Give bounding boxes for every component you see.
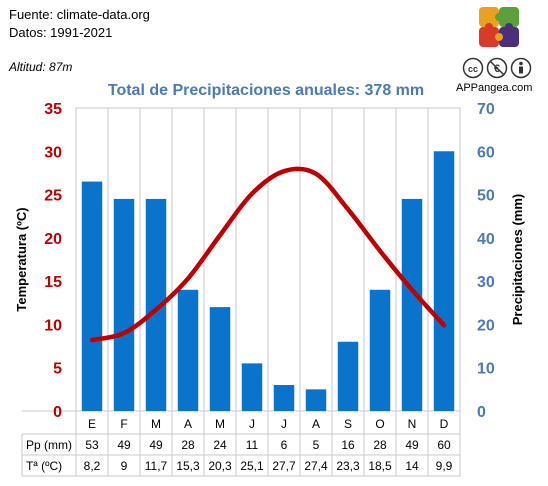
month-label: E — [88, 417, 96, 431]
left-tick-label: 35 — [44, 101, 62, 118]
noncommercial-icon: € — [486, 57, 508, 79]
table-cell: 23,3 — [336, 459, 360, 473]
precipitation-bar — [81, 181, 103, 411]
attribution-icon — [510, 57, 532, 79]
table-row-label: Pp (mm) — [26, 438, 72, 452]
month-label: A — [184, 417, 192, 431]
table-cell: 15,3 — [176, 459, 200, 473]
month-label: F — [120, 417, 127, 431]
table-cell: 9 — [121, 459, 128, 473]
table-cell: 24 — [213, 438, 227, 452]
altitude-text: Altitud: 87m — [9, 60, 73, 74]
month-label: A — [312, 417, 320, 431]
table-row-label: Tª (ºC) — [26, 459, 62, 473]
table-cell: 14 — [405, 459, 419, 473]
table-cell: 25,1 — [240, 459, 264, 473]
left-tick-label: 10 — [44, 317, 62, 334]
plot-frame — [75, 107, 461, 412]
source-text: Fuente: climate-data.org — [9, 7, 150, 22]
table-cell: 6 — [281, 438, 288, 452]
logo-knob — [505, 23, 513, 31]
right-axis-title: Precipitaciones (mm) — [510, 194, 525, 326]
precipitation-bar — [177, 289, 199, 411]
month-label: S — [344, 417, 352, 431]
month-label: M — [215, 417, 225, 431]
table-cell: 16 — [341, 438, 355, 452]
right-tick-label: 30 — [477, 274, 495, 291]
right-tick-label: 60 — [477, 144, 495, 161]
month-label: N — [408, 417, 417, 431]
precipitation-bar — [241, 363, 263, 411]
table-cell: 49 — [405, 438, 419, 452]
table-cell: 5 — [313, 438, 320, 452]
left-tick-label: 5 — [53, 361, 62, 378]
precipitation-bar — [369, 289, 391, 411]
table-cell: 49 — [117, 438, 131, 452]
temperature-line — [89, 166, 447, 343]
month-label: J — [249, 417, 255, 431]
right-tick-label: 50 — [477, 188, 495, 205]
logo-piece-orange — [479, 7, 499, 27]
table-cell: 60 — [437, 438, 451, 452]
left-axis-title: Temperatura (ºC) — [14, 207, 29, 311]
table-cell: 53 — [85, 438, 99, 452]
license-badge[interactable]: cc € — [462, 56, 534, 80]
table-cell: 28 — [373, 438, 387, 452]
axes: 0 5 10 15 20 25 30 35 0 10 20 30 40 50 60 70 Temperatura… — [14, 101, 525, 421]
brand-link[interactable]: APPangea.com — [456, 82, 533, 94]
left-tick-label: 15 — [44, 274, 62, 291]
table-cell: 27,4 — [304, 459, 328, 473]
svg-text:cc: cc — [468, 64, 478, 74]
left-tick-label: 20 — [44, 231, 62, 248]
data-table: E F M A M J J A S O N D Pp (mm) 53 49 49 28 24 11 6 5 16 28 49 6… — [26, 417, 453, 473]
data-period-text: Datos: 1991-2021 — [9, 25, 113, 40]
table-cell: 9,9 — [436, 459, 453, 473]
precipitation-bars — [81, 151, 455, 412]
precipitation-bar — [433, 151, 455, 412]
cc-icon: cc — [462, 57, 484, 79]
precipitation-bar — [401, 198, 423, 411]
right-tick-label: 0 — [477, 404, 486, 421]
precipitation-bar — [305, 389, 327, 411]
right-tick-label: 40 — [477, 231, 495, 248]
left-tick-label: 0 — [53, 404, 62, 421]
table-cell: 27,7 — [272, 459, 296, 473]
table-cell: 11,7 — [145, 459, 168, 473]
month-label: D — [440, 417, 449, 431]
chart-title: Total de Precipitaciones anuales: 378 mm — [107, 82, 425, 99]
logo-piece-red — [479, 27, 499, 47]
precipitation-bar — [209, 307, 231, 411]
precipitation-bar — [273, 385, 295, 411]
month-label: O — [375, 417, 384, 431]
left-tick-label: 30 — [44, 144, 62, 161]
table-cell: 49 — [149, 438, 163, 452]
precipitation-bar — [337, 341, 359, 411]
logo-knob — [495, 33, 503, 41]
table-cell: 20,3 — [208, 459, 232, 473]
temperature-line-layer — [89, 166, 447, 343]
right-tick-label: 70 — [477, 101, 495, 118]
table-cell: 11 — [246, 438, 259, 452]
left-tick-label: 25 — [44, 188, 62, 205]
precipitation-bar — [113, 198, 135, 411]
right-tick-label: 20 — [477, 317, 495, 334]
month-label: M — [151, 417, 161, 431]
table-cell: 18,5 — [368, 459, 392, 473]
logo-knob — [495, 13, 503, 21]
table-cell: 8,2 — [84, 459, 101, 473]
precipitation-bar — [145, 198, 167, 411]
logo-piece-green — [499, 7, 519, 27]
table-cell: 28 — [181, 438, 195, 452]
logo-piece-purple — [499, 27, 519, 47]
month-label: J — [281, 417, 287, 431]
right-tick-label: 10 — [477, 361, 495, 378]
logo-knob — [485, 23, 493, 31]
puzzle-logo-icon — [479, 7, 519, 47]
